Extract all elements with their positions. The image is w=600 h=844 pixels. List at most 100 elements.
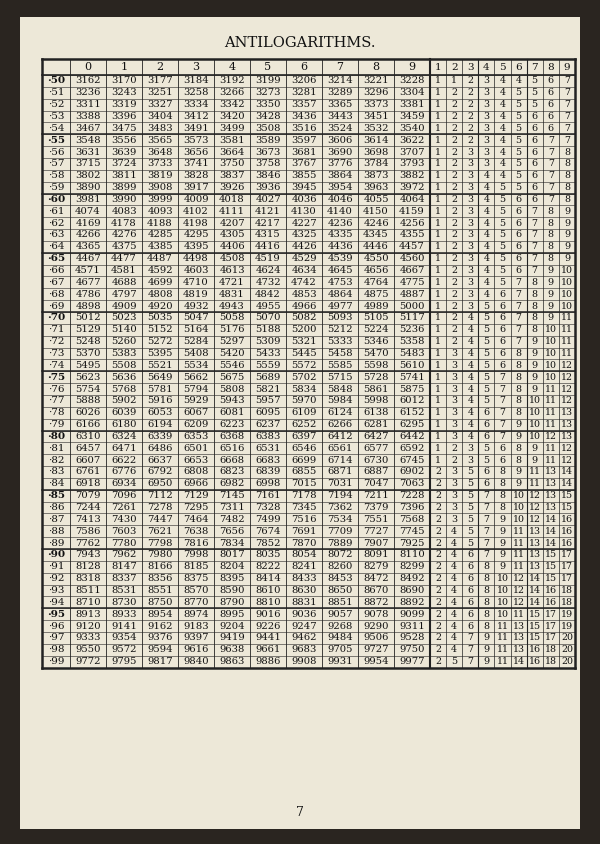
Text: 4875: 4875 [363, 289, 389, 299]
Text: 4: 4 [499, 171, 505, 181]
Text: 9: 9 [532, 349, 538, 358]
Text: 5821: 5821 [255, 385, 281, 393]
Text: 8: 8 [564, 160, 570, 168]
Text: 4: 4 [451, 621, 457, 630]
Text: 5984: 5984 [327, 397, 353, 405]
Text: 3767: 3767 [292, 160, 317, 168]
Text: 8: 8 [484, 598, 490, 607]
Text: 6966: 6966 [184, 479, 209, 489]
Text: 12: 12 [561, 373, 573, 381]
Text: 8: 8 [548, 62, 554, 72]
Text: 7907: 7907 [363, 538, 389, 548]
Text: 10: 10 [561, 266, 573, 275]
Text: 6: 6 [467, 550, 473, 560]
Text: 9572: 9572 [111, 645, 137, 654]
Text: 5224: 5224 [363, 325, 389, 334]
Text: 7: 7 [532, 230, 538, 240]
Text: 4018: 4018 [219, 195, 245, 204]
Text: 8492: 8492 [399, 574, 425, 583]
Text: 6918: 6918 [75, 479, 101, 489]
Text: 5754: 5754 [75, 385, 101, 393]
Text: 7211: 7211 [363, 491, 389, 500]
Text: 5035: 5035 [147, 313, 173, 322]
Text: 7816: 7816 [183, 538, 209, 548]
Text: 8: 8 [515, 456, 521, 465]
Text: 7: 7 [515, 313, 521, 322]
Text: 4764: 4764 [363, 278, 389, 287]
Text: 9977: 9977 [399, 657, 425, 666]
Text: 3467: 3467 [75, 124, 101, 133]
Text: 4: 4 [467, 337, 473, 346]
Text: 12: 12 [529, 515, 541, 524]
Text: 7: 7 [532, 242, 538, 252]
Text: 3: 3 [467, 207, 473, 216]
Text: 4667: 4667 [400, 266, 425, 275]
Text: 5: 5 [467, 538, 473, 548]
Text: 17: 17 [561, 574, 573, 583]
Text: 8995: 8995 [219, 609, 245, 619]
Text: 9954: 9954 [363, 657, 389, 666]
Text: ·82: ·82 [48, 456, 64, 465]
Text: 5: 5 [515, 160, 521, 168]
Text: 5346: 5346 [363, 337, 389, 346]
Text: 3420: 3420 [219, 112, 245, 121]
Text: 5: 5 [515, 136, 521, 144]
Text: 2: 2 [451, 183, 457, 192]
Text: ·57: ·57 [48, 160, 64, 168]
Text: 4624: 4624 [255, 266, 281, 275]
Text: 3565: 3565 [148, 136, 173, 144]
Text: 5: 5 [532, 89, 538, 97]
Text: 3707: 3707 [399, 148, 425, 156]
Text: 4: 4 [484, 219, 490, 228]
Text: 7: 7 [337, 62, 343, 72]
Text: 2: 2 [467, 124, 473, 133]
Text: 8185: 8185 [183, 562, 209, 571]
Text: 2: 2 [451, 325, 457, 334]
Text: 8128: 8128 [75, 562, 101, 571]
Text: 5023: 5023 [111, 313, 137, 322]
Text: 11: 11 [496, 657, 508, 666]
Text: 12: 12 [512, 598, 524, 607]
Text: 6823: 6823 [220, 468, 245, 477]
Text: 8375: 8375 [183, 574, 209, 583]
Text: 4519: 4519 [255, 254, 281, 263]
Text: 3206: 3206 [292, 77, 317, 85]
Text: 9162: 9162 [147, 621, 173, 630]
Text: 2: 2 [451, 62, 457, 72]
Text: 5: 5 [484, 337, 490, 346]
Text: 1: 1 [435, 195, 441, 204]
Text: 4: 4 [467, 361, 473, 370]
Text: 7362: 7362 [328, 503, 353, 512]
Text: 4909: 4909 [111, 301, 137, 311]
Text: 6: 6 [484, 420, 490, 429]
Text: 1: 1 [435, 62, 442, 72]
Text: 8110: 8110 [399, 550, 425, 560]
Text: 5383: 5383 [111, 349, 137, 358]
Text: 8: 8 [373, 62, 380, 72]
Text: 1: 1 [435, 385, 441, 393]
Text: 2: 2 [451, 89, 457, 97]
Text: 1: 1 [435, 254, 441, 263]
Text: 6: 6 [548, 124, 554, 133]
Text: 3524: 3524 [327, 124, 353, 133]
Text: 9638: 9638 [220, 645, 245, 654]
Text: 2: 2 [435, 562, 441, 571]
Text: 9311: 9311 [399, 621, 425, 630]
Text: ·71: ·71 [48, 325, 64, 334]
Text: 5998: 5998 [363, 397, 389, 405]
Text: 10: 10 [529, 432, 541, 441]
Text: 2: 2 [451, 444, 457, 452]
Text: 12: 12 [561, 456, 573, 465]
Text: 9840: 9840 [183, 657, 209, 666]
Text: 2: 2 [435, 479, 441, 489]
Text: 14: 14 [529, 598, 541, 607]
Text: 6792: 6792 [148, 468, 173, 477]
Text: 8: 8 [548, 207, 554, 216]
Text: 3327: 3327 [147, 100, 173, 109]
Text: 9727: 9727 [363, 645, 389, 654]
Text: 9: 9 [532, 361, 538, 370]
Text: 11: 11 [529, 468, 541, 477]
Text: 7925: 7925 [399, 538, 425, 548]
Text: 6: 6 [548, 89, 554, 97]
Text: 3170: 3170 [111, 77, 137, 85]
